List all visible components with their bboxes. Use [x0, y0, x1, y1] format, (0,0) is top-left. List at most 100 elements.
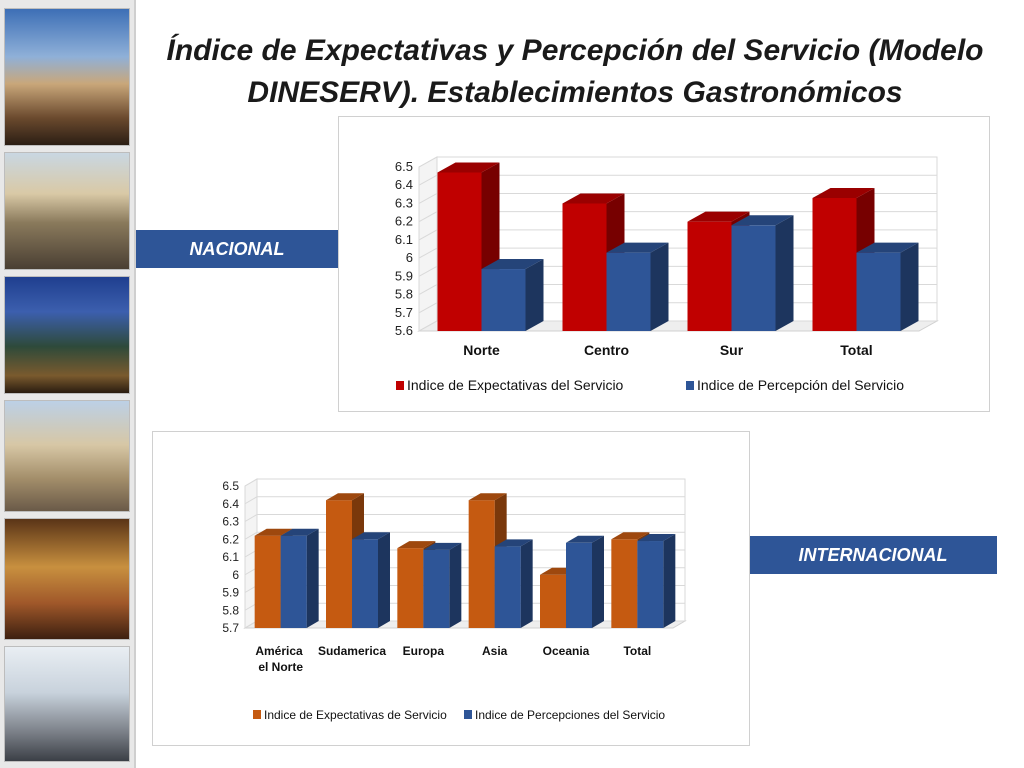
legend-swatch: [253, 710, 261, 719]
photo-strip: [0, 0, 136, 768]
internacional-chart: 6.5 6.4 6.3 6.2 6.1 6 5.9 5.8 5.7 América el Nort…: [152, 431, 750, 746]
bar-sur-s0: [687, 221, 732, 331]
bar-norte-s0: [437, 172, 482, 331]
bar-top-américa-del-norte-s0: [254, 528, 293, 536]
side-wall: [418, 156, 438, 332]
bar-top-asia-s1: [494, 539, 533, 547]
x-tick-label: Europa: [403, 644, 445, 658]
y-tick-label: 6.2: [222, 532, 239, 546]
y-tick-label: 6.4: [222, 497, 239, 511]
bar-top-total-s0: [812, 187, 875, 198]
bar-top-centro-s1: [606, 242, 669, 253]
bar-top-norte-s0: [437, 162, 500, 173]
nacional-chart-svg: 6.5 6.4 6.3 6.2 6.1 6 5.9 5.8 5.7 5.6 Norte Centro S…: [395, 156, 939, 393]
legend-label: Indice de Percepción del Servicio: [697, 377, 904, 393]
bar-top-norte-s1: [481, 259, 544, 270]
bar-top-europa-s0: [397, 541, 436, 549]
y-tick-label: 6.2: [395, 214, 413, 229]
x-tick-label: Norte: [463, 342, 500, 358]
bar-top-sudamerica-s0: [326, 493, 364, 501]
bar-asia-s1: [494, 546, 521, 628]
bar-centro-s1: [606, 252, 651, 331]
bar-top-oceania-s1: [566, 535, 604, 543]
y-tick-label: 5.8: [222, 603, 239, 617]
x-tick-label: Total: [840, 342, 872, 358]
gridline: [418, 211, 937, 223]
bar-top-total-s1: [637, 534, 676, 542]
bar-total-s1: [637, 541, 664, 628]
bar-norte-s1: [481, 269, 526, 331]
gridline: [244, 531, 685, 540]
plaza-photo: [4, 8, 130, 146]
y-tick-label: 5.6: [395, 323, 413, 338]
bar-oceania-s1: [566, 542, 592, 628]
y-tick-label: 6: [406, 250, 413, 265]
bar-top-sur-s0: [687, 211, 750, 222]
bar-sur-s1: [731, 225, 776, 331]
y-tick-label: 5.9: [222, 586, 239, 600]
gridline: [418, 156, 937, 168]
y-tick-label: 6.4: [395, 177, 413, 192]
bar-side-norte-s1: [525, 259, 544, 331]
y-tick-label: 5.7: [222, 621, 239, 635]
x-tick-label: América el Norte: [255, 644, 306, 674]
bar-top-total-s1: [856, 242, 919, 253]
bar-side-total-s1: [900, 242, 919, 331]
bar-side-total-s1: [663, 534, 676, 628]
bar-top-sur-s1: [731, 215, 794, 226]
bar-side-asia-s1: [520, 539, 533, 628]
bar-oceania-s0: [540, 574, 566, 628]
y-tick-label: 6.1: [222, 550, 239, 564]
bar-top-américa-del-norte-s1: [280, 528, 319, 536]
bar-américa-del-norte-s1: [280, 535, 307, 628]
bar-top-europa-s1: [423, 542, 462, 550]
gridline: [244, 478, 685, 487]
bar-top-asia-s0: [468, 493, 507, 501]
y-tick-label: 6.5: [222, 479, 239, 493]
nacional-chart: 6.5 6.4 6.3 6.2 6.1 6 5.9 5.8 5.7 5.6 Norte Centro S…: [338, 116, 990, 412]
bar-américa-del-norte-s0: [254, 535, 281, 628]
bar-total-s1: [856, 252, 901, 331]
hotel-room-photo: [4, 518, 130, 640]
legend-label: Indice de Expectativas del Servicio: [407, 377, 624, 393]
legend-swatch: [686, 381, 694, 390]
x-tick-label: Sur: [720, 342, 744, 358]
gridline: [418, 174, 937, 186]
church-photo: [4, 400, 130, 512]
bar-europa-s0: [397, 548, 424, 628]
bar-top-sudamerica-s1: [352, 532, 390, 540]
y-tick-label: 6.3: [222, 515, 239, 529]
bar-top-total-s0: [611, 532, 650, 540]
y-tick-label: 6.5: [395, 159, 413, 174]
legend-swatch: [464, 710, 472, 719]
street-crowd-photo: [4, 152, 130, 270]
x-tick-label: Centro: [584, 342, 629, 358]
x-tick-label: Sudamerica: [318, 644, 386, 658]
gridline: [418, 192, 937, 204]
nacional-label: NACIONAL: [136, 230, 338, 268]
bar-asia-s0: [468, 500, 495, 628]
legend-label: Indice de Expectativas de Servicio: [264, 708, 447, 722]
gridline: [244, 496, 685, 505]
y-tick-label: 6.3: [395, 195, 413, 210]
bar-side-sur-s1: [775, 215, 794, 331]
bar-side-oceania-s1: [592, 535, 604, 628]
y-tick-label: 5.7: [395, 305, 413, 320]
bar-total-s0: [611, 539, 638, 628]
bar-total-s0: [812, 197, 857, 331]
bar-side-américa-del-norte-s1: [306, 528, 319, 628]
bar-side-sudamerica-s1: [378, 532, 390, 628]
page-title: Índice de Expectativas y Percepción del …: [166, 34, 984, 109]
legend-swatch: [396, 381, 404, 390]
legend-label: Indice de Percepciones del Servicio: [475, 708, 665, 722]
y-tick-label: 6: [232, 568, 239, 582]
x-tick-label-line: América: [255, 644, 306, 658]
internacional-label: INTERNACIONAL: [749, 536, 997, 574]
bar-centro-s0: [562, 203, 607, 331]
x-tick-label-line: el Norte: [258, 660, 303, 674]
terrace-night-photo: [4, 276, 130, 394]
airport-photo: [4, 646, 130, 762]
y-tick-label: 5.8: [395, 287, 413, 302]
bar-sudamerica-s0: [326, 500, 352, 628]
bar-sudamerica-s1: [352, 539, 378, 628]
